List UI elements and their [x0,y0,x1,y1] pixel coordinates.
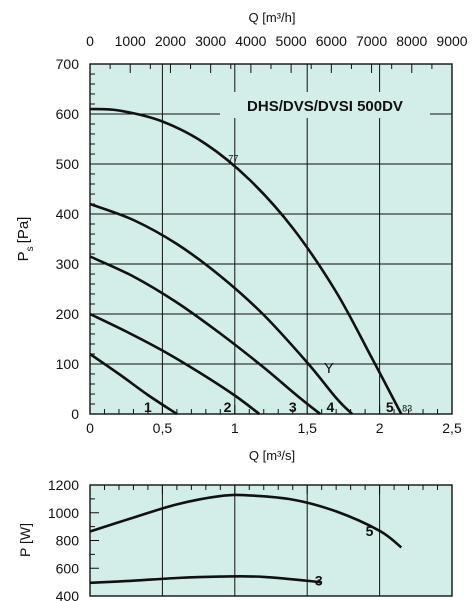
x2-tick-label: 9000 [436,33,467,49]
chart-title: DHS/DVS/DVSI 500DV [247,98,403,115]
annotation-77: 77 [228,154,238,164]
y-tick-label: 700 [56,56,80,72]
curve-label-4: 4 [326,399,334,415]
x2-tick-label: 8000 [396,33,427,49]
x2-tick-label: 7000 [356,33,387,49]
svg-text:Ps[Pa]: Ps [Pa] [15,217,36,262]
power-y-tick-label: 1000 [48,505,79,521]
y-tick-label: 100 [56,356,80,372]
power-curve-labels: 53 [315,523,374,589]
x2-tick-label: 4000 [235,33,266,49]
x-tick-label: 1 [231,420,239,436]
y-tick-label: 400 [56,206,80,222]
power-y-tick-label: 400 [56,588,80,601]
power-y-tick-label: 1200 [48,477,79,493]
pressure-curve-4 [89,202,354,415]
x2-tick-label: 6000 [316,33,347,49]
power-curve-3 [89,575,321,585]
x-tick-label: 0 [86,420,94,436]
power-curves [89,493,403,585]
annotation-83: 83 [402,404,412,414]
pressure-curve-1 [89,352,178,416]
x-tick-label: 0,5 [153,420,173,436]
power-y-axis-label: P [W] [17,523,33,557]
y-label-sub: s [25,246,36,251]
pressure-curve-2 [89,312,261,416]
y-tick-label: 300 [56,256,80,272]
x2-tick-label: 2000 [155,33,186,49]
power-y-tick-label: 800 [56,533,80,549]
x-tick-label: 2,5 [442,420,462,436]
x2-tick-label: 0 [86,33,94,49]
top-x-axis-label: Q [m³/h] [249,10,296,25]
top-x-tick-labels: 0 1000 2000 3000 4000 5000 6000 7000 8000 9000 [86,33,468,49]
bottom-x-axis-label: Q [m³/s] [249,448,295,463]
pressure-x-tick-labels: 0 0,5 1 1,5 2 2,5 [86,420,462,436]
pressure-y-tick-labels: 0 100 200 300 400 500 600 700 [56,56,80,422]
pressure-annotations: 77 Y 83 [228,154,412,414]
chart-title-box [220,92,430,118]
pressure-curves [89,107,403,416]
power-y-tick-label: 600 [56,560,80,576]
y-label-p: P [15,251,32,261]
power-curve-5 [89,493,403,549]
pressure-y-axis-label: Ps [Pa] [15,217,36,262]
pressure-tick-marks [89,63,453,415]
y-tick-label: 200 [56,306,80,322]
curve-label-5: 5 [386,399,394,415]
annotation-Y: Y [324,360,334,377]
power-y-tick-labels: 400 600 800 1000 1200 [48,477,79,601]
pressure-curve-3 [89,255,322,416]
x-tick-label: 2 [376,420,384,436]
power-curve-label-3: 3 [315,573,323,589]
pressure-plot-area [89,63,453,415]
y-label-unit: [Pa] [15,217,32,244]
pressure-curve-5 [89,107,403,415]
y-tick-label: 600 [56,106,80,122]
y-tick-label: 500 [56,156,80,172]
curve-label-2: 2 [224,399,232,415]
power-curve-label-5: 5 [366,523,374,539]
pressure-curve-labels: 1 2 3 4 5 [144,399,394,415]
curve-label-3: 3 [289,399,297,415]
curve-label-1: 1 [144,399,152,415]
y-tick-label: 0 [71,406,79,422]
x-tick-label: 1,5 [297,420,317,436]
x2-tick-label: 3000 [195,33,226,49]
x2-tick-label: 5000 [276,33,307,49]
x2-tick-label: 1000 [115,33,146,49]
